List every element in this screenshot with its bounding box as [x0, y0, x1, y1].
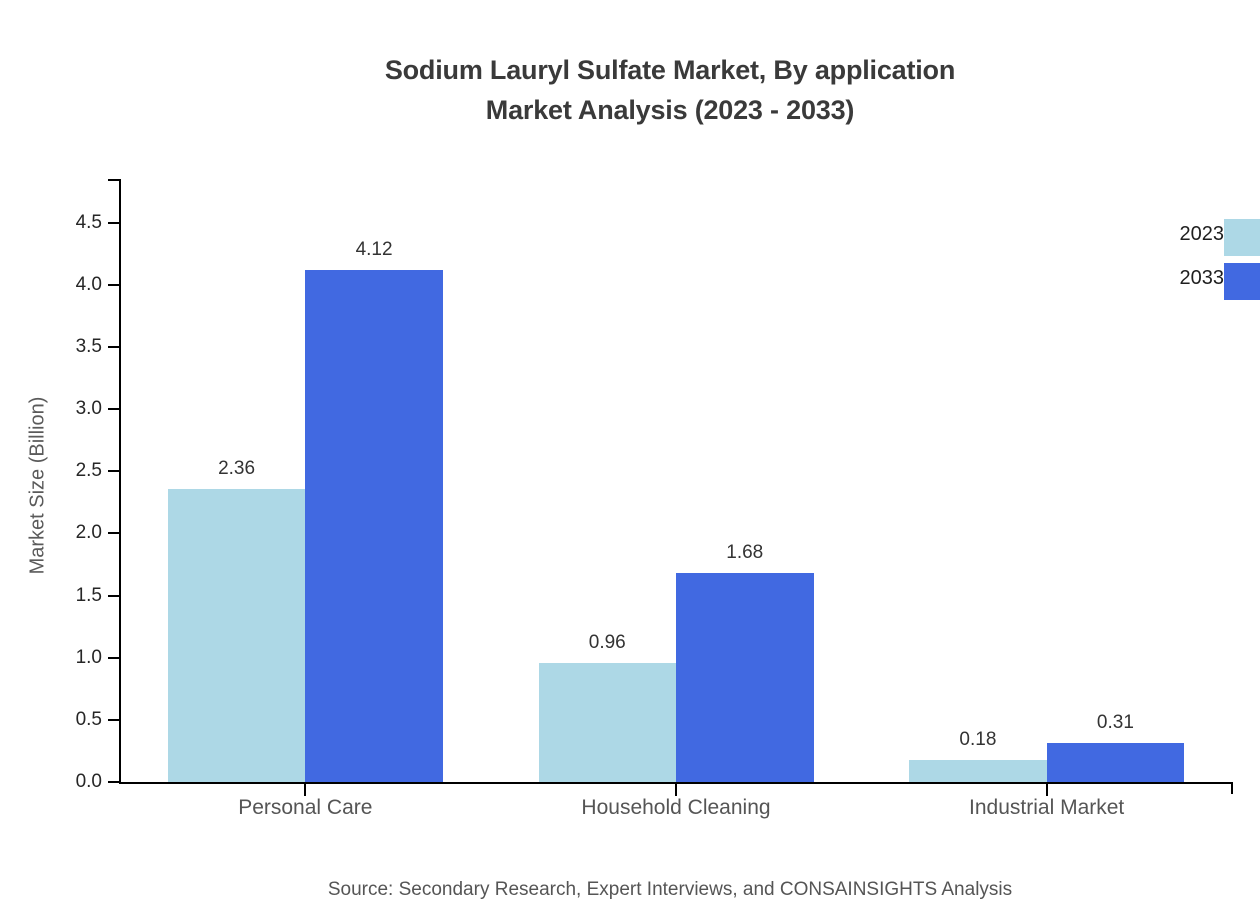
- y-tick-3.0: [108, 408, 120, 410]
- bar-value-label-2033-0: 4.12: [355, 238, 393, 260]
- bar-value-label-2033-2: 0.31: [1096, 712, 1134, 734]
- bar-2033-2[interactable]: [1046, 743, 1185, 782]
- y-tick-label-3.5: 3.5: [75, 335, 102, 357]
- bar-value-label-2033-1: 1.68: [726, 542, 764, 564]
- y-tick-label-4.5: 4.5: [75, 211, 102, 233]
- source-note: Source: Secondary Research, Expert Inter…: [327, 879, 1013, 900]
- chart-title: Sodium Lauryl Sulfate Market, By applica…: [0, 50, 1260, 130]
- x-axis-label-2: Industrial Market: [969, 796, 1125, 819]
- legend-swatch-2023: [1224, 219, 1260, 256]
- bar-2023-0[interactable]: [167, 488, 306, 782]
- y-tick-4.5: [108, 221, 120, 224]
- y-tick-label-3.0: 3.0: [75, 398, 102, 419]
- x-axis-label-1: Household Cleaning: [581, 796, 771, 819]
- y-tick-label-4.0: 4.0: [75, 273, 102, 295]
- y-axis-top-cap: [108, 179, 120, 181]
- legend-label-2023: 2023: [1179, 223, 1225, 245]
- y-tick-1.0: [108, 656, 120, 659]
- x-tick-2: [1045, 784, 1048, 796]
- y-tick-3.5: [108, 345, 120, 348]
- legend-swatch-2033: [1224, 263, 1260, 300]
- y-tick-label-0.0: 0.0: [75, 771, 102, 792]
- y-tick-0.0: [108, 781, 120, 783]
- y-tick-label-2.5: 2.5: [75, 460, 102, 482]
- bar-value-label-2023-2: 0.18: [959, 728, 997, 750]
- x-axis-label-0: Personal Care: [238, 796, 373, 819]
- y-axis-title: Market Size (Billion): [26, 396, 49, 575]
- x-axis-right-cap: [1231, 782, 1233, 794]
- chart-title-line-1: Sodium Lauryl Sulfate Market, By applica…: [384, 55, 956, 85]
- x-tick-0: [304, 784, 307, 796]
- x-tick-1: [675, 784, 677, 796]
- y-tick-4.0: [108, 283, 120, 286]
- y-tick-2.0: [108, 532, 120, 535]
- y-tick-2.5: [108, 470, 120, 473]
- bar-value-label-2023-1: 0.96: [588, 631, 626, 653]
- chart-title-line-2: Market Analysis (2023 - 2033): [485, 95, 855, 125]
- y-tick-label-1.5: 1.5: [75, 584, 102, 606]
- y-tick-label-1.0: 1.0: [75, 646, 102, 668]
- y-tick-1.5: [108, 594, 120, 597]
- x-axis-line: [119, 782, 1233, 784]
- bar-2023-2[interactable]: [909, 759, 1047, 782]
- bar-2023-1[interactable]: [538, 662, 676, 782]
- chart-legend: 2023 2033: [1120, 215, 1260, 303]
- legend-item-2023[interactable]: 2023: [1120, 215, 1260, 259]
- legend-label-2033: 2033: [1179, 267, 1225, 289]
- bar-2033-0[interactable]: [305, 269, 443, 782]
- y-axis-line: [119, 179, 121, 784]
- bar-2033-1[interactable]: [676, 573, 814, 782]
- legend-item-2033[interactable]: 2033: [1120, 259, 1260, 303]
- bar-value-label-2023-0: 2.36: [218, 457, 256, 479]
- y-tick-label-2.0: 2.0: [75, 522, 102, 544]
- y-tick-label-0.5: 0.5: [75, 708, 102, 730]
- y-tick-0.5: [108, 718, 120, 721]
